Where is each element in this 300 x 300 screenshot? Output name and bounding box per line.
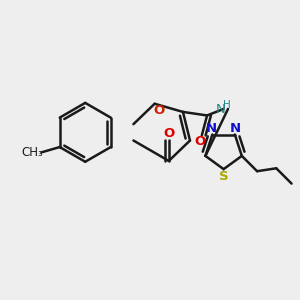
Text: O: O <box>163 127 174 140</box>
Text: N: N <box>206 122 217 135</box>
Text: N: N <box>216 103 226 116</box>
Text: O: O <box>194 136 206 148</box>
Text: N: N <box>230 122 241 135</box>
Text: S: S <box>219 170 228 183</box>
Text: O: O <box>153 104 164 117</box>
Text: H: H <box>223 100 230 110</box>
Text: CH₃: CH₃ <box>21 146 43 159</box>
